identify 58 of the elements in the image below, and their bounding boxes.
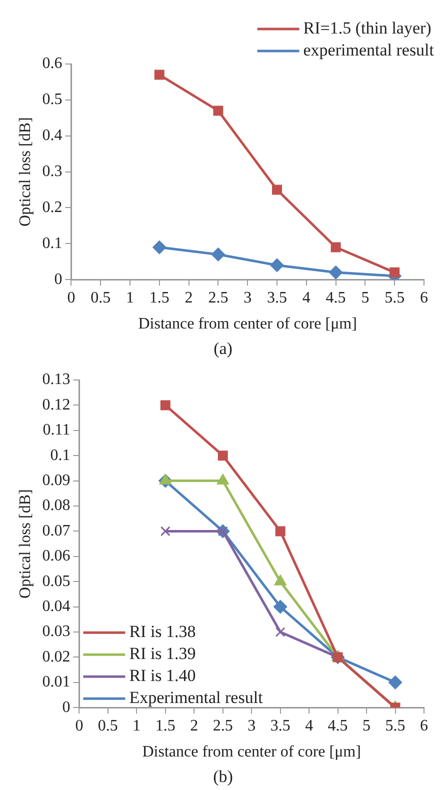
- y-tick-label: 0.02: [42, 648, 70, 666]
- y-tick-label: 0: [62, 698, 70, 716]
- x-tick-label: 1: [132, 717, 141, 734]
- x-tick-label: 6: [420, 289, 428, 306]
- x-axis-title: Distance from center of core [μm]: [142, 744, 361, 761]
- y-tick-label: 0.13: [42, 371, 70, 388]
- y-tick-label: 0.07: [42, 522, 70, 540]
- x-tick-label: 4.5: [328, 717, 348, 734]
- y-tick-label: 0.06: [42, 548, 70, 565]
- x-tick-label: 1.5: [155, 717, 176, 734]
- y-tick-label: 0.05: [42, 572, 70, 590]
- x-tick-label: 1: [126, 289, 134, 306]
- x-tick-label: 3: [248, 717, 256, 734]
- x-tick-label: 0: [75, 717, 84, 734]
- legend-label: experimental result: [303, 40, 434, 60]
- x-tick-label: 5: [361, 289, 370, 306]
- x-tick-label: 2: [190, 717, 198, 734]
- y-tick-label: 0.03: [42, 623, 70, 640]
- x-tick-label: 5.5: [384, 289, 405, 306]
- x-tick-label: 1.5: [149, 289, 170, 306]
- legend-label: Experimental result: [129, 688, 264, 708]
- x-tick-label: 2.5: [212, 717, 233, 734]
- y-axis-title: Optical loss [dB]: [16, 117, 34, 226]
- x-tick-label: 0.5: [98, 717, 118, 734]
- y-tick-label: 0.11: [42, 422, 70, 439]
- y-tick-label: 0.01: [42, 674, 70, 691]
- x-tick-label: 5.5: [385, 717, 406, 734]
- y-tick-label: 0.3: [42, 163, 62, 180]
- text: (b): [212, 766, 234, 788]
- y-tick-label: 0.09: [42, 472, 70, 490]
- y-tick-label: 0: [54, 270, 62, 288]
- x-tick-label: 3.5: [267, 289, 287, 306]
- text: (a): [212, 338, 234, 360]
- legend-label: RI is 1.38: [129, 622, 196, 642]
- y-tick-label: 0.1: [42, 234, 62, 252]
- y-tick-label: 0.4: [42, 127, 62, 144]
- x-tick-label: 2.5: [208, 289, 228, 306]
- x-tick-label: 0.5: [90, 289, 111, 306]
- y-tick-label: 0.08: [42, 497, 70, 514]
- x-tick-label: 2: [184, 289, 193, 306]
- x-tick-label: 4: [302, 289, 310, 306]
- y-tick-label: 0.04: [42, 598, 70, 616]
- y-tick-label: 0.6: [42, 55, 62, 72]
- y-tick-label: 0.1: [50, 446, 70, 464]
- x-axis-title: Distance from center of core [μm]: [138, 316, 357, 333]
- y-tick-label: 0.2: [42, 198, 62, 216]
- y-axis-title: Optical loss [dB]: [16, 489, 34, 598]
- x-tick-label: 4.5: [326, 289, 346, 306]
- x-tick-label: 5: [362, 717, 371, 734]
- x-tick-label: 4: [305, 717, 314, 734]
- legend-label: RI=1.5 (thin layer): [303, 18, 432, 38]
- legend-label: RI is 1.40: [129, 666, 196, 686]
- x-tick-label: 6: [420, 717, 428, 734]
- legend-label: RI is 1.39: [129, 644, 196, 664]
- x-tick-label: 3: [244, 289, 252, 306]
- y-tick-label: 0.5: [42, 91, 62, 108]
- y-tick-label: 0.12: [42, 396, 70, 414]
- x-tick-label: 3.5: [270, 717, 290, 734]
